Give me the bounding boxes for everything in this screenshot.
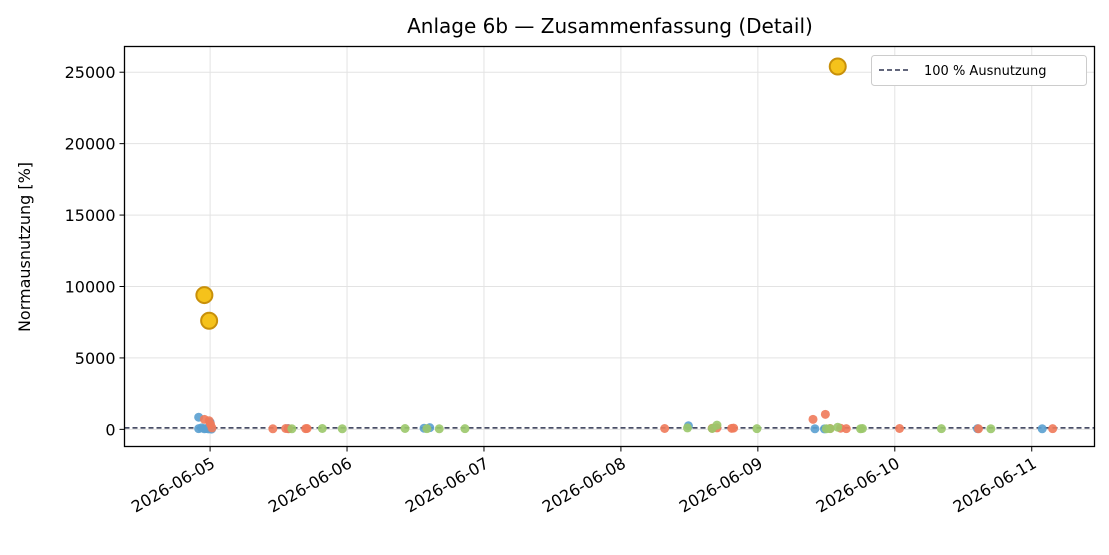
y-tick-label: 10000: [65, 278, 116, 297]
green-point: [434, 424, 444, 434]
highlight-point: [828, 57, 847, 76]
orange-point: [973, 424, 983, 434]
y-tick-label: 0: [105, 420, 115, 439]
orange-point: [207, 423, 217, 433]
green-point: [682, 423, 692, 433]
green-point: [460, 424, 470, 434]
highlight-point: [200, 311, 219, 330]
legend-box: [871, 55, 1087, 86]
grid: [124, 46, 1095, 447]
y-tick-label: 20000: [65, 135, 116, 154]
y-axis-title: Normausnutzung [%]: [15, 162, 34, 332]
orange-point: [660, 424, 670, 433]
green-point: [825, 424, 835, 434]
green-point: [317, 424, 327, 433]
plot-frame: [123, 45, 1096, 448]
orange-point: [729, 423, 739, 433]
green-point: [752, 424, 762, 434]
highlight-point: [195, 286, 214, 305]
legend: 100 % Ausnutzung: [871, 55, 1087, 86]
green-point: [833, 422, 843, 432]
green-point: [422, 424, 432, 434]
green-point: [936, 424, 946, 434]
orange-point: [268, 424, 278, 434]
green-point: [986, 424, 996, 434]
legend-label: 100 % Ausnutzung: [924, 64, 1046, 79]
green-point: [287, 424, 297, 434]
orange-point: [820, 409, 830, 419]
y-tick-label: 15000: [65, 206, 116, 225]
y-tick-label: 5000: [75, 349, 116, 368]
y-tick-label: 25000: [65, 63, 116, 82]
green-point: [857, 424, 867, 433]
orange-point: [808, 414, 818, 424]
green-point: [400, 424, 410, 433]
orange-point: [302, 424, 312, 433]
blue-point: [1037, 424, 1047, 434]
orange-point: [1048, 424, 1058, 434]
green-point: [337, 424, 347, 434]
orange-point: [895, 424, 905, 433]
data-points: [194, 57, 1058, 434]
green-point: [712, 420, 722, 430]
chart-title: Anlage 6b — Zusammenfassung (Detail): [407, 14, 813, 38]
blue-point: [810, 424, 820, 434]
orange-point: [841, 424, 851, 434]
y-axis: 0 5000 10000 15000 20000 25000: [65, 63, 125, 439]
